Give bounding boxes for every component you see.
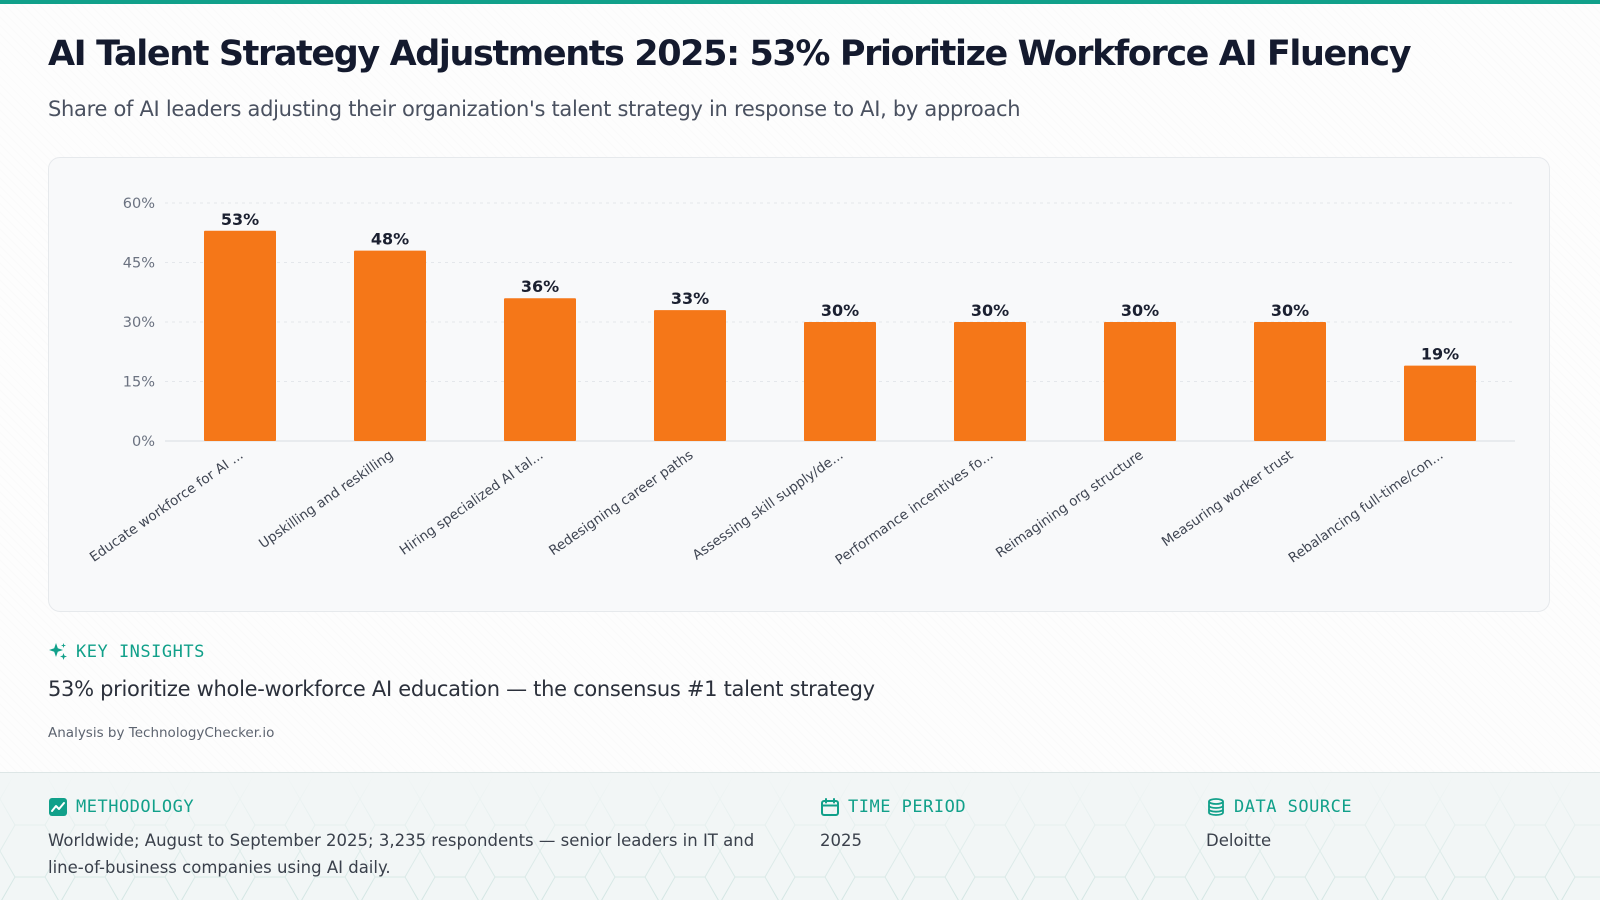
key-insights-header: KEY INSIGHTS [48,642,205,662]
bar-chart: 0% 15% 30% 45% 60% 53% 48% 36% 33% 30% 30% 30% 30% 1… [87,196,1515,569]
page-title: AI Talent Strategy Adjustments 2025: 53%… [48,34,1412,74]
sparkle-icon [49,643,67,660]
methodology-label: METHODOLOGY [76,797,195,817]
bar [804,322,876,441]
bar [1104,322,1176,441]
time-period-label: TIME PERIOD [848,797,967,817]
value-label: 48% [371,230,409,249]
x-axis-ticks: Educate workforce for AI ... Upskilling a… [87,447,1446,568]
x-tick-label: Educate workforce for AI ... [87,447,246,565]
key-insight-text: 53% prioritize whole-workforce AI educat… [48,677,875,701]
x-tick-label: Rebalancing full-time/con... [1286,447,1447,566]
attribution-text: Analysis by TechnologyChecker.io [48,725,275,741]
hexagon-pattern [0,773,1600,900]
time-period-section: TIME PERIOD 2025 [820,797,1140,854]
chart-card: 0% 15% 30% 45% 60% 53% 48% 36% 33% 30% 30% 30% 30% 1… [48,157,1550,612]
data-source-section: DATA SOURCE Deloitte [1206,797,1546,854]
y-axis-ticks: 0% 15% 30% 45% 60% [123,196,155,450]
x-tick-label: Measuring worker trust [1159,447,1296,550]
methodology-section: METHODOLOGY Worldwide; August to Septemb… [48,797,768,881]
database-icon [1208,798,1224,816]
value-label: 30% [821,301,859,320]
value-label: 30% [1121,301,1159,320]
y-tick-label: 15% [123,375,155,391]
time-period-text: 2025 [820,831,862,850]
y-tick-label: 30% [123,315,155,331]
bar [954,322,1026,441]
value-label: 33% [671,289,709,308]
bar [1254,322,1326,441]
value-labels: 53% 48% 36% 33% 30% 30% 30% 30% 19% [221,210,1459,364]
data-source-label: DATA SOURCE [1234,797,1353,817]
bars [204,230,1476,441]
value-label: 36% [521,277,559,296]
x-tick-label: Reimagining org structure [993,447,1146,561]
top-accent-bar [0,0,1600,4]
x-tick-label: Redesigning career paths [546,447,696,559]
bar [654,310,726,441]
key-insights-label: KEY INSIGHTS [76,642,205,662]
bar [354,250,426,441]
chart-trend-icon [49,798,67,816]
x-tick-label: Hiring specialized AI tal... [397,447,547,558]
value-label: 53% [221,210,259,229]
bar [504,298,576,441]
footer-panel: METHODOLOGY Worldwide; August to Septemb… [0,772,1600,900]
y-tick-label: 60% [123,196,155,212]
calendar-icon [821,798,839,816]
x-tick-label: Performance incentives fo... [833,447,997,568]
value-label: 30% [971,301,1009,320]
value-label: 30% [1271,301,1309,320]
methodology-text: Worldwide; August to September 2025; 3,2… [48,831,755,877]
data-source-text: Deloitte [1206,831,1272,850]
value-label: 19% [1421,345,1459,364]
bar [204,230,276,441]
x-tick-label: Assessing skill supply/de... [690,447,847,563]
bar [1404,365,1476,441]
y-tick-label: 45% [123,256,155,272]
x-tick-label: Upskilling and reskilling [256,447,396,552]
page-subtitle: Share of AI leaders adjusting their orga… [48,97,1021,121]
y-tick-label: 0% [132,434,155,450]
